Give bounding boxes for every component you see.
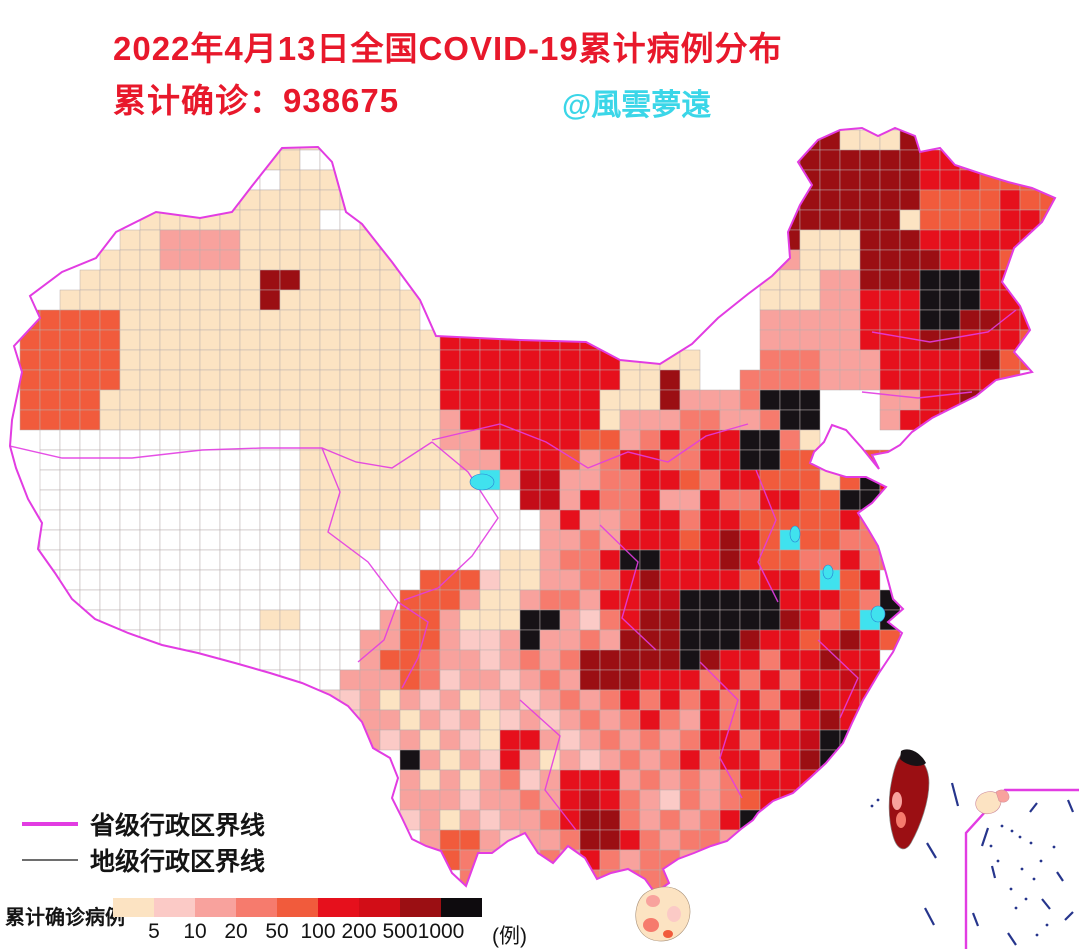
province-line-label: 省级行政区界线 (90, 812, 266, 840)
province-line-legend: 省级行政区界线 (22, 806, 265, 842)
hainan-island (635, 886, 691, 942)
colorbar-swatch (441, 898, 482, 917)
colorbar-swatches (113, 898, 482, 917)
country-border (8, 126, 1057, 895)
colorbar-swatch (277, 898, 318, 917)
prefecture-line-label: 地级行政区界线 (90, 848, 266, 876)
colorbar-swatch (400, 898, 441, 917)
province-borders (10, 309, 1017, 831)
colorbar-label: 累计确诊病例 (5, 907, 125, 929)
south-china-sea-inset (870, 782, 1079, 949)
colorbar-swatch (154, 898, 195, 917)
page-title: 2022年4月13日全国COVID-19累计病例分布 (113, 30, 783, 67)
colorbar-swatch (236, 898, 277, 917)
colorbar-swatch (359, 898, 400, 917)
colorbar-unit: (例) (492, 925, 527, 948)
confirmed-total: 累计确诊：938675 (113, 82, 400, 119)
inset-island (975, 791, 1002, 815)
province-line-sample (22, 822, 78, 826)
colorbar-swatch (113, 898, 154, 917)
colorbar-swatch (318, 898, 359, 917)
watermark: @風雲夢遠 (562, 89, 712, 122)
inset-island-2 (995, 789, 1010, 803)
prefecture-line-sample (22, 859, 78, 861)
lakes (469, 473, 886, 623)
colorbar-swatch (195, 898, 236, 917)
taiwan-island (888, 749, 930, 850)
prefecture-line-legend: 地级行政区界线 (22, 842, 265, 878)
